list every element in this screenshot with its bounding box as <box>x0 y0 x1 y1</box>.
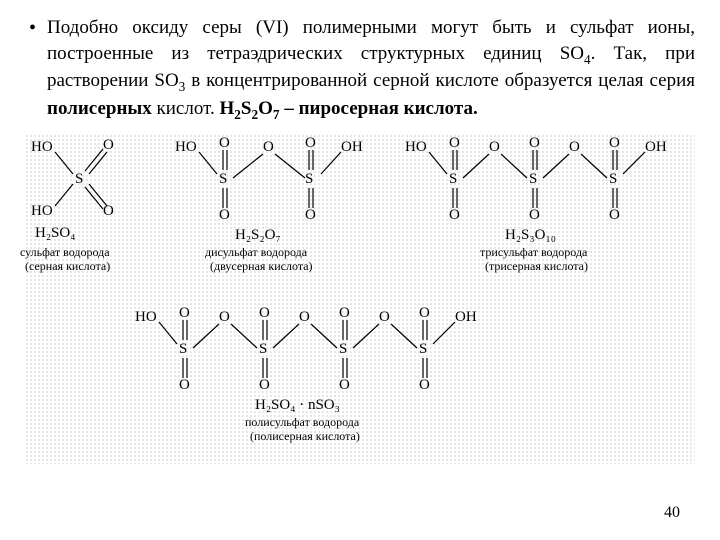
b-o2: O <box>263 140 274 155</box>
main-paragraph: Подобно оксиду серы (VI) полимерными мог… <box>25 15 695 124</box>
d-o5: O <box>339 306 350 321</box>
para-t3: в концентрированной серной кислоте образ… <box>185 70 695 91</box>
d-o4: O <box>299 310 310 325</box>
c-o2: O <box>489 140 500 155</box>
f3: H₂S₃O₁₀ <box>505 228 556 243</box>
f-o: O <box>258 98 273 119</box>
para-t5: кислот. <box>152 98 220 119</box>
mol-poly: HO O O O O O O O OH S S S S O O O O H₂SO… <box>135 304 515 454</box>
b-ob2: O <box>305 208 316 223</box>
d-s3: S <box>339 342 347 357</box>
f-2a: 2 <box>234 107 241 122</box>
b-o1: O <box>219 136 230 151</box>
f1: H₂SO₄ <box>35 226 75 241</box>
c2a: дисульфат водорода <box>205 246 307 258</box>
mol-h2so4: HO O S HO O H₂SO₄ сульфат водорода (серн… <box>25 134 155 284</box>
c3b: (трисерная кислота) <box>485 260 588 272</box>
c-ob3: O <box>609 208 620 223</box>
d-s4: S <box>419 342 427 357</box>
d-o2: O <box>219 310 230 325</box>
para-t1s: 4 <box>584 51 591 66</box>
b-ho1: HO <box>175 140 197 155</box>
b-oh: OH <box>341 140 363 155</box>
d-o7: O <box>419 306 430 321</box>
c4a: полисульфат водорода <box>245 416 359 428</box>
d-o1: O <box>179 306 190 321</box>
d-ob4: O <box>419 378 430 393</box>
d-o3: O <box>259 306 270 321</box>
para-t7: – пиросерная кислота. <box>280 98 478 119</box>
c-oh: OH <box>645 140 667 155</box>
c-o5: O <box>609 136 620 151</box>
b-ob1: O <box>219 208 230 223</box>
c-ob2: O <box>529 208 540 223</box>
c-s1: S <box>449 172 457 187</box>
page-number: 40 <box>664 504 680 522</box>
mol-h2s3o10: HO O O O O O OH S S S O O O H₂S₃O₁₀ трис… <box>405 134 695 284</box>
c-o4: O <box>569 140 580 155</box>
c1b: (серная кислота) <box>25 260 110 272</box>
f2: H₂S₂O₇ <box>235 228 281 243</box>
c-ob1: O <box>449 208 460 223</box>
d-s2: S <box>259 342 267 357</box>
f4: H₂SO₄ · nSO₃ <box>255 398 340 413</box>
b-o3: O <box>305 136 316 151</box>
c2b: (двусерная кислота) <box>210 260 313 272</box>
d-ob3: O <box>339 378 350 393</box>
c-o1: O <box>449 136 460 151</box>
c1a: сульфат водорода <box>20 246 110 258</box>
a-ho2: HO <box>31 204 53 219</box>
b-s2: S <box>305 172 313 187</box>
f-s: S <box>241 98 252 119</box>
mol-h2s2o7: HO O O O OH S S O O H₂S₂O₇ дисульфат вод… <box>175 134 385 284</box>
f-7: 7 <box>273 107 280 122</box>
c-ho: HO <box>405 140 427 155</box>
b-s1: S <box>219 172 227 187</box>
structures-area: HO O S HO O H₂SO₄ сульфат водорода (серн… <box>25 134 695 464</box>
a-ho1: HO <box>31 140 53 155</box>
c-s2: S <box>529 172 537 187</box>
c-s3: S <box>609 172 617 187</box>
c-o3: O <box>529 136 540 151</box>
a-o1: O <box>103 138 114 153</box>
f-h: H <box>219 98 234 119</box>
d-o6: O <box>379 310 390 325</box>
d-s1: S <box>179 342 187 357</box>
d-ho: HO <box>135 310 157 325</box>
c4b: (полисерная кислота) <box>250 430 360 442</box>
para-t4: полисерных <box>47 98 152 119</box>
d-oh: OH <box>455 310 477 325</box>
c3a: трисульфат водорода <box>480 246 587 258</box>
d-ob2: O <box>259 378 270 393</box>
a-s: S <box>75 172 83 187</box>
d-ob1: O <box>179 378 190 393</box>
a-o2: O <box>103 204 114 219</box>
